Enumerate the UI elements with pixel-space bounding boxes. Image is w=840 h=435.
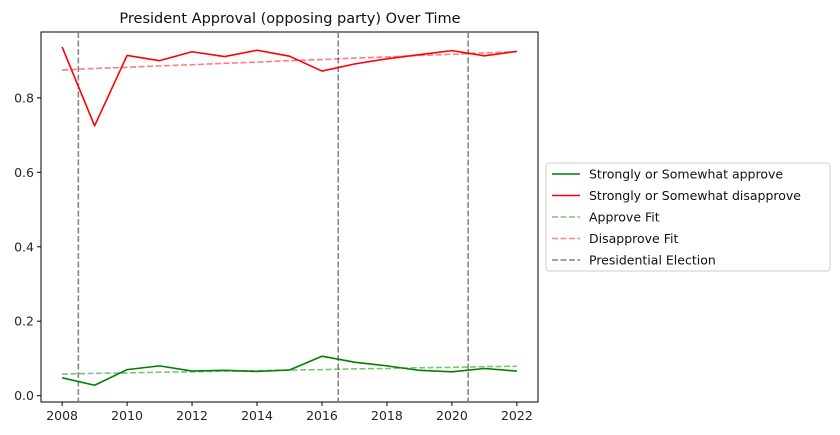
x-tick-label: 2020 [436, 408, 468, 423]
chart-title: President Approval (opposing party) Over… [119, 11, 460, 27]
series-line-approve-fit [62, 365, 517, 375]
legend-label-0: Strongly or Somewhat approve [589, 167, 783, 182]
series-line-strongly-or-somewhat-approve [61, 355, 517, 387]
legend-label-3: Disapprove Fit [589, 231, 678, 246]
y-tick-label: 0.0 [14, 388, 34, 403]
legend-items: Strongly or Somewhat approve Strongly or … [552, 167, 801, 268]
x-tick-label: 2016 [306, 408, 338, 423]
x-tick-label: 2012 [176, 408, 208, 423]
plot-area [40, 31, 539, 403]
legend: Strongly or Somewhat approve Strongly or … [545, 162, 831, 272]
x-axis: 2008 2010 2012 2014 2016 2018 2020 2022 [46, 402, 533, 423]
y-tick-label: 0.8 [14, 90, 34, 105]
series-line-strongly-or-somewhat-disapprove [61, 46, 517, 127]
election-lines [77, 32, 469, 402]
legend-label-1: Strongly or Somewhat disapprove [589, 188, 801, 203]
x-tick-label: 2014 [241, 408, 273, 423]
plot-frame [40, 31, 539, 403]
y-tick-label: 0.2 [14, 314, 34, 329]
x-tick-label: 2010 [111, 408, 143, 423]
y-axis: 0.0 0.2 0.4 0.6 0.8 [14, 90, 41, 403]
x-tick-label: 2022 [501, 408, 533, 423]
y-tick-label: 0.6 [14, 165, 34, 180]
series-line-disapprove-fit [62, 50, 517, 71]
x-tick-label: 2018 [371, 408, 403, 423]
legend-label-2: Approve Fit [589, 210, 660, 225]
series-layer [61, 46, 517, 387]
legend-label-4: Presidential Election [589, 253, 716, 268]
legend-frame [545, 162, 831, 272]
y-tick-label: 0.4 [14, 239, 34, 254]
x-tick-label: 2008 [46, 408, 78, 423]
